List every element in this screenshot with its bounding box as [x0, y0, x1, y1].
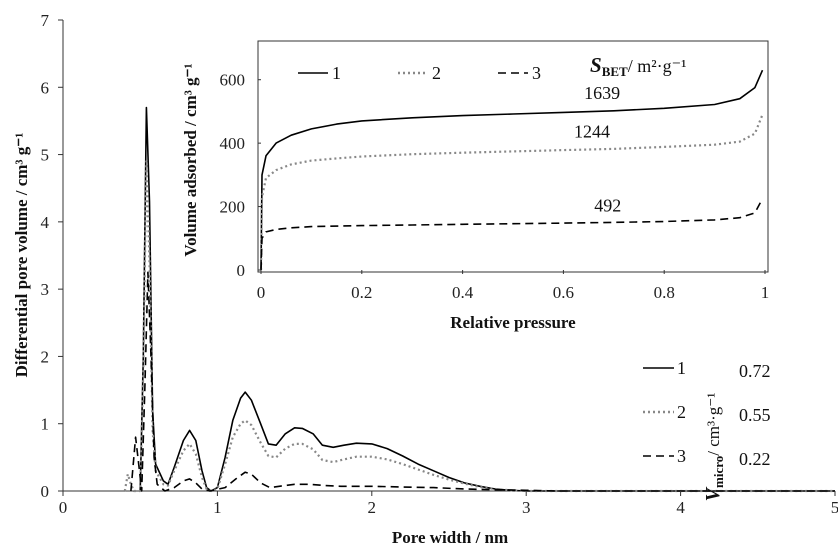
main-y-axis-title: Differential pore volume / cm³ g⁻¹	[12, 133, 31, 378]
main-x-axis-title: Pore width / nm	[392, 528, 508, 547]
inset-sbet-value-3: 492	[594, 195, 621, 215]
inset-legend-label-3: 3	[532, 63, 541, 83]
inset-legend-label-2: 2	[432, 63, 441, 83]
inset-y-tick-label: 600	[220, 71, 246, 90]
main-legend: 1 0.72 2 0.55 3 0.22	[643, 358, 771, 469]
main-y-tick-label: 7	[41, 11, 50, 30]
main-y-tick-label: 1	[41, 415, 50, 434]
inset-y-tick-label: 200	[220, 198, 246, 217]
main-y-tick-label: 0	[41, 482, 50, 501]
main-series-line-3	[130, 271, 835, 492]
sbet-symbol: S	[590, 53, 602, 77]
main-y-tick-label: 2	[41, 347, 50, 366]
inset-x-tick-label: 0.4	[452, 283, 474, 302]
main-y-tick-label: 4	[41, 213, 50, 232]
vmicro-unit: / cm³·g⁻¹	[704, 393, 723, 456]
main-x-tick-label: 3	[522, 498, 531, 517]
main-x-tick-label: 0	[59, 498, 68, 517]
main-series-line-1	[139, 106, 835, 492]
main-legend-value-2: 0.55	[739, 405, 771, 425]
inset-sbet-value-2: 1244	[574, 122, 610, 142]
main-x-tick-label: 4	[676, 498, 685, 517]
inset-series-line-1	[260, 69, 764, 271]
main-x-tick-label: 5	[831, 498, 838, 517]
inset-x-tick-label: 0.6	[553, 283, 574, 302]
sbet-unit: / m²·g⁻¹	[628, 56, 687, 76]
inset-series-line-3	[260, 198, 764, 271]
main-series	[123, 106, 835, 493]
main-y-tick-label: 6	[41, 78, 50, 97]
inset-x-tick-label: 0.8	[654, 283, 675, 302]
inset-frame	[257, 40, 769, 273]
inset-y-tick-label: 400	[220, 134, 246, 153]
inset-sbet-value-1: 1639	[584, 83, 620, 103]
inset-x-axis-title: Relative pressure	[450, 313, 576, 332]
main-legend-label-1: 1	[677, 358, 686, 378]
main-legend-label-2: 2	[677, 402, 686, 422]
vmicro-subscript: micro	[711, 456, 726, 488]
main-ticks: 0 1 2 3 4 5 0 1 2 3 4 5 6 7	[41, 11, 838, 517]
inset-legend-label-1: 1	[332, 63, 341, 83]
main-series-line-2	[123, 160, 835, 493]
main-y-tick-label: 3	[41, 280, 50, 299]
inset-x-tick-label: 1	[761, 283, 770, 302]
main-legend-value-1: 0.72	[739, 361, 771, 381]
main-y-tick-label: 5	[41, 146, 50, 165]
inset-x-tick-label: 0.2	[351, 283, 372, 302]
inset-y-axis-title: Volume adsorbed / cm³ g⁻¹	[181, 63, 200, 256]
main-legend-value-3: 0.22	[739, 449, 771, 469]
main-x-tick-label: 2	[368, 498, 377, 517]
inset-x-tick-label: 0	[257, 283, 266, 302]
vmicro-header: Vmicro/ cm³·g⁻¹	[702, 393, 726, 502]
main-legend-label-3: 3	[677, 446, 686, 466]
sbet-subscript: BET	[602, 64, 628, 79]
inset-plot	[257, 40, 769, 273]
inset-legend: 1 2 3	[298, 63, 541, 83]
inset-ticks: 0 0.2 0.4 0.6 0.8 1 0 200 400 600	[220, 71, 770, 302]
sbet-header: SBET/ m²·g⁻¹	[590, 53, 687, 79]
inset-y-tick-label: 0	[237, 261, 246, 280]
inset-series: 1639 1244 492	[259, 69, 764, 271]
vmicro-symbol: V	[702, 486, 724, 501]
main-x-tick-label: 1	[213, 498, 222, 517]
